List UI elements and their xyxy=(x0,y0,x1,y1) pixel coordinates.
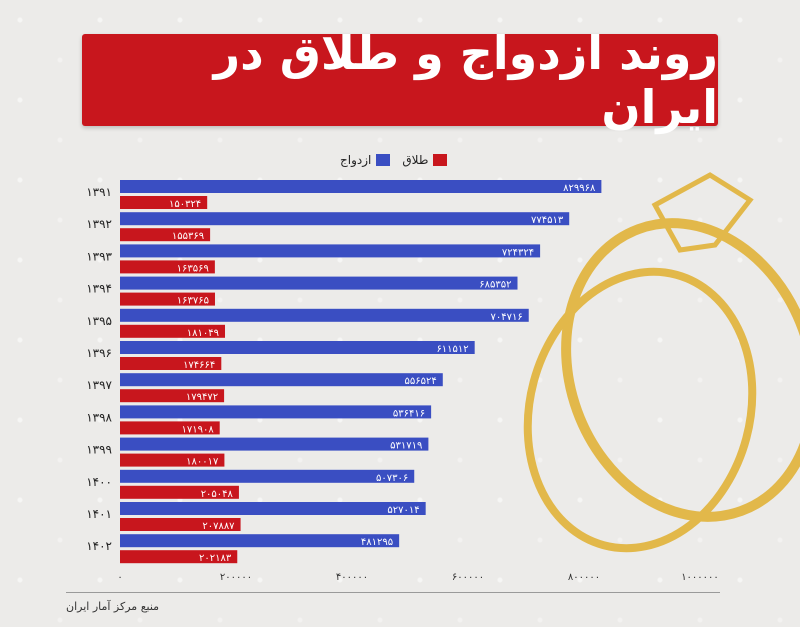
legend-swatch-marriage xyxy=(376,154,391,166)
x-tick-label: ۰ xyxy=(117,572,122,583)
bar-label-marriage: ۵۳۶۴۱۶ xyxy=(393,408,425,419)
category-label: ۱۳۹۳ xyxy=(86,249,112,263)
bar-marriage xyxy=(120,276,518,290)
bar-label-divorce: ۱۶۳۵۶۹ xyxy=(177,263,209,274)
legend-item-marriage: ازدواج xyxy=(340,153,391,167)
legend-swatch-divorce xyxy=(433,154,448,166)
category-label: ۱۳۹۷ xyxy=(86,378,112,392)
bar-divorce xyxy=(120,260,215,274)
bar-label-divorce: ۱۷۱۹۰۸ xyxy=(181,424,214,435)
page-title: روند ازدواج و طلاق در ایران xyxy=(213,26,718,134)
bar-divorce xyxy=(120,421,220,435)
bar-divorce xyxy=(120,196,208,209)
bar-label-marriage: ۷۰۴۷۱۶ xyxy=(491,312,523,323)
category-label: ۱۴۰۰ xyxy=(86,475,112,489)
bar-marriage xyxy=(120,534,400,548)
bar-marriage xyxy=(120,341,475,354)
x-tick-label: ۶۰۰۰۰۰ xyxy=(452,572,484,583)
bar-marriage xyxy=(120,502,426,515)
x-tick-label: ۸۰۰۰۰۰ xyxy=(568,572,600,583)
x-tick-label: ۱۰۰۰۰۰۰ xyxy=(681,572,719,583)
bar-label-divorce: ۲۰۲۱۸۳ xyxy=(199,553,232,564)
bar-marriage xyxy=(120,373,443,387)
bar-label-marriage: ۵۲۷۰۱۴ xyxy=(387,505,419,516)
bar-label-divorce: ۱۷۹۴۷۲ xyxy=(186,392,218,403)
legend-item-divorce: طلاق xyxy=(402,153,448,167)
category-label: ۱۳۹۶ xyxy=(86,346,112,360)
bar-marriage xyxy=(120,180,602,193)
bar-marriage xyxy=(120,308,529,322)
ring-outer xyxy=(561,218,800,522)
bar-marriage xyxy=(120,469,415,483)
bar-label-marriage: ۵۰۷۳۰۶ xyxy=(376,473,408,484)
bar-divorce xyxy=(120,485,239,499)
legend-label-marriage: ازدواج xyxy=(340,153,372,167)
footer-divider xyxy=(66,592,720,593)
chart-legend: ازدواج طلاق xyxy=(340,150,500,170)
bar-label-divorce: ۱۶۳۷۶۵ xyxy=(177,296,209,307)
bar-group: ۱۳۹۱ ۸۲۹۹۶۸ ۱۵۰۳۲۴ ۱۳۹۲ ۷۷۴۵۱۳ ۱۵۵۳۶۹ ۱۳۹۳ ۷۲۴۳… xyxy=(86,180,602,564)
bar-divorce xyxy=(120,453,225,467)
bar-label-marriage: ۶۱۱۵۱۲ xyxy=(436,344,468,355)
bar-label-divorce: ۱۸۱۰۴۹ xyxy=(187,328,219,339)
category-label: ۱۳۹۵ xyxy=(86,314,112,328)
bar-label-divorce: ۲۰۷۸۸۷ xyxy=(202,521,235,532)
category-label: ۱۴۰۲ xyxy=(86,539,112,553)
title-banner: روند ازدواج و طلاق در ایران xyxy=(82,26,718,134)
category-label: ۱۳۹۹ xyxy=(86,443,112,457)
category-label: ۱۴۰۱ xyxy=(86,507,112,521)
bar-divorce xyxy=(120,518,241,531)
bar-label-divorce: ۱۸۰۰۱۷ xyxy=(186,457,219,468)
bar-marriage xyxy=(120,244,541,258)
bar-divorce xyxy=(120,228,211,242)
bar-marriage xyxy=(120,212,570,226)
bar-label-marriage: ۸۲۹۹۶۸ xyxy=(563,183,596,194)
diamond-icon xyxy=(651,172,754,253)
bar-marriage xyxy=(120,437,429,451)
ring-inner xyxy=(523,267,757,553)
bar-label-marriage: ۵۳۱۷۱۹ xyxy=(390,441,422,452)
bar-divorce xyxy=(120,292,215,306)
category-label: ۱۳۹۸ xyxy=(86,410,112,424)
source-note: منبع مرکز آمار ایران xyxy=(66,600,160,613)
bar-divorce xyxy=(120,324,226,338)
bar-label-marriage: ۷۷۴۵۱۳ xyxy=(531,215,564,226)
legend-label-divorce: طلاق xyxy=(402,153,429,167)
category-label: ۱۳۹۴ xyxy=(86,282,112,296)
bar-divorce xyxy=(120,357,222,370)
bar-label-marriage: ۶۸۵۳۵۲ xyxy=(479,280,511,291)
bar-label-divorce: ۱۵۵۳۶۹ xyxy=(172,231,204,242)
bar-label-divorce: ۲۰۵۰۴۸ xyxy=(201,489,234,500)
bar-marriage xyxy=(120,405,432,419)
category-label: ۱۳۹۱ xyxy=(86,185,112,199)
x-axis: ۰ ۲۰۰۰۰۰ ۴۰۰۰۰۰ ۶۰۰۰۰۰ ۸۰۰۰۰۰ ۱۰۰۰۰۰۰ xyxy=(117,572,718,583)
bar-label-marriage: ۴۸۱۲۹۵ xyxy=(361,537,393,548)
bar-label-divorce: ۱۵۰۳۲۴ xyxy=(169,199,201,210)
bar-divorce xyxy=(120,389,225,403)
x-tick-label: ۴۰۰۰۰۰ xyxy=(336,572,368,583)
bar-label-divorce: ۱۷۴۶۶۴ xyxy=(183,360,215,371)
ring-illustration xyxy=(523,172,800,553)
bar-label-marriage: ۷۲۴۳۲۴ xyxy=(502,247,534,258)
bar-label-marriage: ۵۵۶۵۲۴ xyxy=(405,376,437,387)
category-label: ۱۳۹۲ xyxy=(86,217,112,231)
x-tick-label: ۲۰۰۰۰۰ xyxy=(220,572,252,583)
bar-divorce xyxy=(120,550,238,564)
